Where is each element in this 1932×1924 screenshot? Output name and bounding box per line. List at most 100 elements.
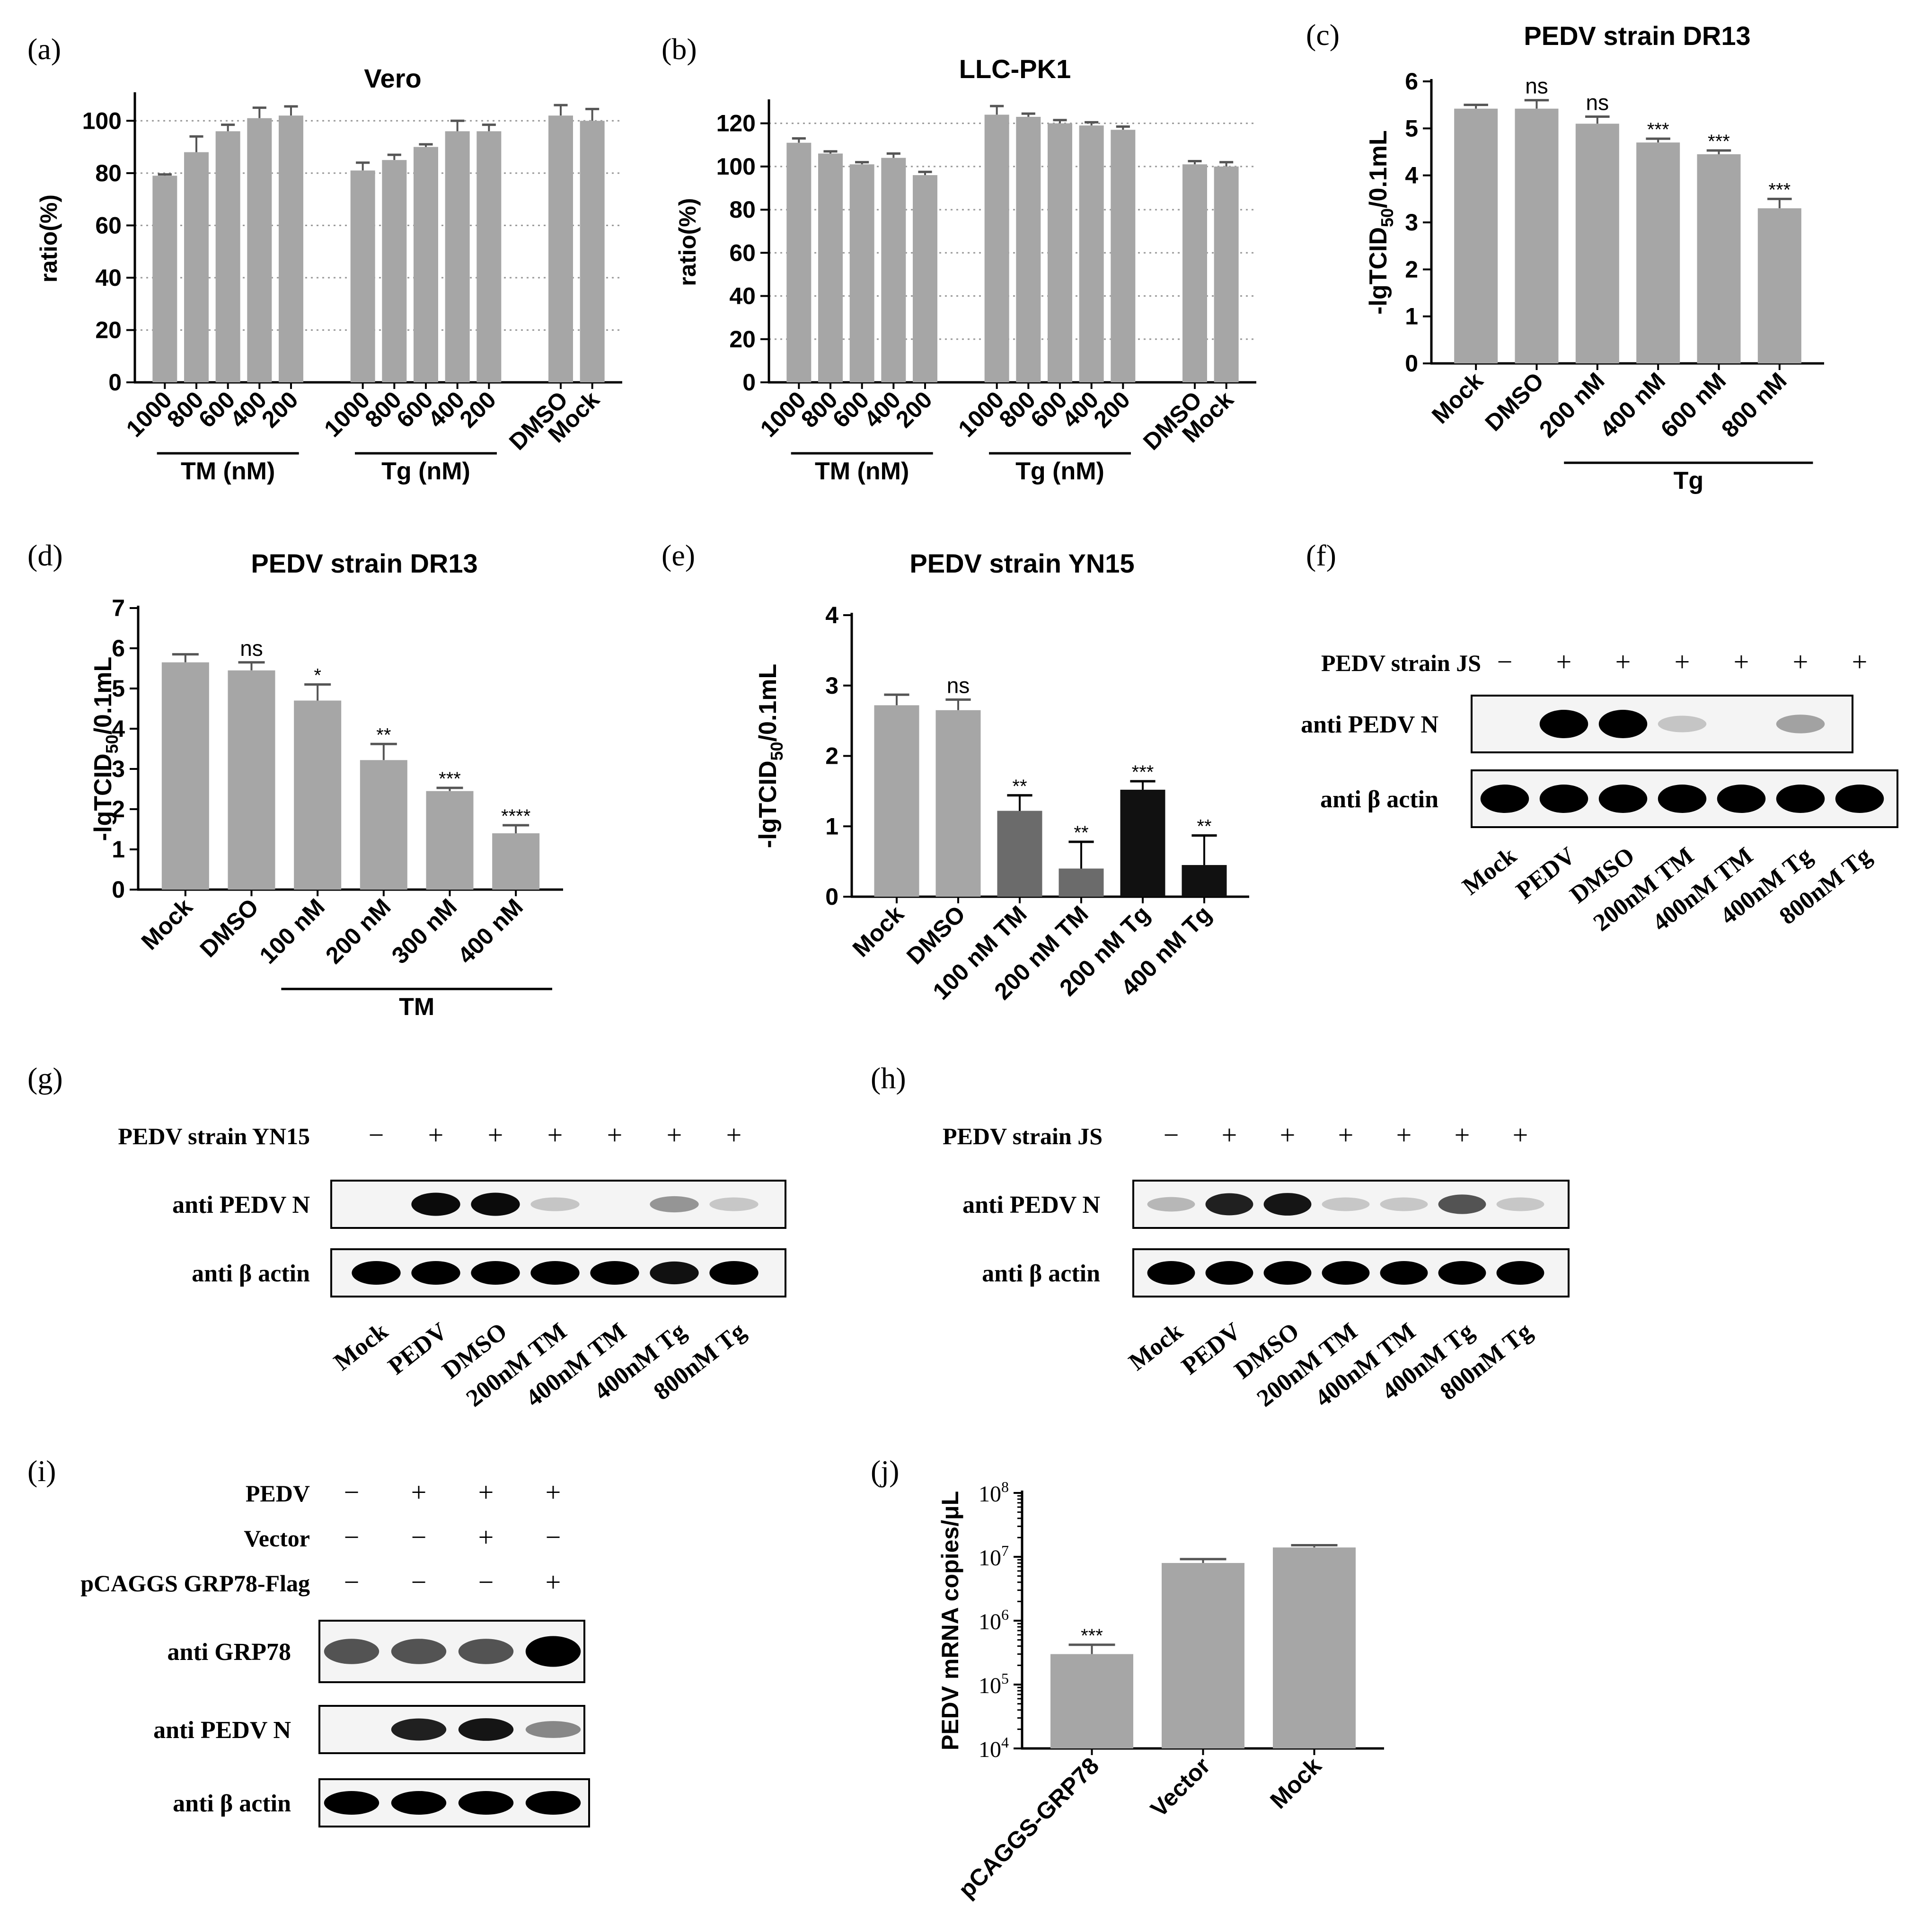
blot-panel-f: (f) PEDV strain JS − + + + + + + anti PEDV N anti … [1301, 538, 1898, 936]
y-tick-label: 20 [95, 317, 122, 343]
panel-label: (c) [1306, 18, 1340, 52]
bar [580, 121, 605, 383]
blot-band [1380, 1261, 1428, 1285]
significance-label: *** [1081, 1625, 1103, 1646]
panel-label: (e) [662, 538, 695, 572]
x-tick-label: Vector [1146, 1752, 1216, 1822]
plus-sign: + [411, 1477, 427, 1508]
plus-sign: + [1793, 646, 1808, 677]
bar [294, 700, 342, 890]
blot-band [1322, 1261, 1370, 1285]
blot-band [1322, 1197, 1370, 1211]
y-axis-label: ratio(%) [35, 194, 62, 282]
blot-band [1263, 1261, 1312, 1285]
bar [1697, 154, 1741, 363]
minus-sign: − [344, 1522, 360, 1553]
bar [476, 131, 502, 382]
bar [1079, 125, 1104, 383]
chart-panel-c: (c) PEDV strain DR13 0 1 2 3 4 5 6 -lgTCID50/0.1m… [1306, 18, 1824, 494]
bar [1182, 164, 1207, 382]
y-axis-label: PEDV mRNA copies/μL [937, 1491, 963, 1750]
panel-label: (b) [662, 32, 697, 66]
x-tick-label: 200 nM [1534, 367, 1609, 442]
bar [1636, 142, 1680, 363]
y-tick-label: 120 [716, 110, 756, 137]
chart-panel-a: (a)Vero020406080100ratio(%)1000800600400… [27, 32, 622, 485]
significance-label: ** [1074, 822, 1088, 843]
y-tick-label: 108 [979, 1478, 1009, 1507]
y-tick-label: 105 [979, 1670, 1009, 1698]
plus-sign: + [478, 1477, 494, 1508]
blot-band [1598, 710, 1648, 738]
x-tick-label: Mock [1265, 1752, 1326, 1814]
minus-sign: − [478, 1567, 494, 1597]
plus-sign: + [488, 1120, 503, 1150]
plus-sign: + [546, 1567, 561, 1597]
panel-label: (j) [871, 1454, 899, 1488]
y-tick-label: 0 [1405, 350, 1418, 377]
y-tick-label: 6 [1405, 68, 1418, 95]
plus-sign: + [1556, 646, 1572, 677]
blot-band [1147, 1261, 1195, 1285]
y-tick-label: 1 [825, 813, 838, 839]
bar [1273, 1547, 1356, 1748]
y-tick-label: 7 [112, 595, 125, 621]
blot-band [411, 1261, 460, 1285]
chart-panel-j: (j) 104 105 106 107 108 PEDV mRNA copies/μL ***… [871, 1454, 1384, 1903]
y-tick-label: 4 [112, 715, 125, 742]
blot-band [1539, 710, 1588, 738]
bar [1050, 1654, 1133, 1748]
y-tick-label: 0 [112, 876, 125, 903]
bar [548, 115, 573, 382]
bar [247, 118, 272, 382]
blot-row-label: anti β actin [173, 1790, 291, 1817]
y-tick-label: 80 [95, 160, 122, 186]
bar [786, 142, 812, 382]
blot-band [1658, 715, 1707, 733]
y-tick-label: 107 [979, 1542, 1009, 1571]
blot-band [458, 1639, 514, 1664]
group-label: Tg [1674, 467, 1704, 494]
y-tick-label: 80 [729, 196, 756, 223]
chart-title: LLC-PK1 [959, 54, 1071, 84]
blot-membrane [1471, 695, 1853, 753]
chart-panel-b: (b)LLC-PK1020406080100120ratio(%)1000800… [662, 32, 1256, 485]
plus-sign: + [1852, 646, 1868, 677]
bar [984, 115, 1009, 382]
x-tick-label: 100 nM [254, 893, 329, 969]
y-tick-label: 4 [825, 602, 838, 628]
group-label: TM (nM) [815, 458, 909, 485]
y-tick-label: 4 [1405, 162, 1418, 189]
y-tick-label: 5 [1405, 115, 1418, 141]
blot-band [1776, 785, 1825, 813]
blot-row-label: anti PEDV N [172, 1191, 310, 1218]
blot-row-label: anti GRP78 [168, 1639, 291, 1666]
plus-sign: + [726, 1120, 742, 1150]
blot-band [471, 1261, 520, 1285]
minus-sign: − [1497, 646, 1513, 677]
bar [1757, 208, 1801, 363]
significance-label: ** [1197, 816, 1211, 837]
condition-label: PEDV strain JS [943, 1123, 1103, 1149]
plus-sign: + [1734, 646, 1749, 677]
y-tick-label: 100 [716, 153, 756, 180]
minus-sign: − [369, 1120, 384, 1150]
x-tick-label: DMSO [195, 893, 264, 962]
significance-label: *** [1708, 131, 1730, 152]
significance-label: *** [1132, 762, 1154, 783]
blot-row-label: anti PEDV N [153, 1717, 291, 1744]
x-tick-label: 600 nM [1656, 367, 1731, 442]
plus-sign: + [1455, 1120, 1470, 1150]
minus-sign: − [1164, 1120, 1179, 1150]
y-tick-label: 0 [825, 883, 838, 910]
bar [1120, 789, 1165, 897]
lane-label: PEDV [383, 1318, 453, 1380]
significance-label: *** [1647, 119, 1669, 140]
bar [1182, 865, 1227, 897]
y-tick-label: 1 [112, 836, 125, 863]
panel-label: (f) [1306, 538, 1336, 572]
plus-sign: + [547, 1120, 563, 1150]
condition-label: PEDV strain JS [1321, 650, 1481, 676]
y-axis-label: -lgTCID50/0.1mL [89, 657, 122, 841]
significance-label: *** [439, 768, 461, 789]
